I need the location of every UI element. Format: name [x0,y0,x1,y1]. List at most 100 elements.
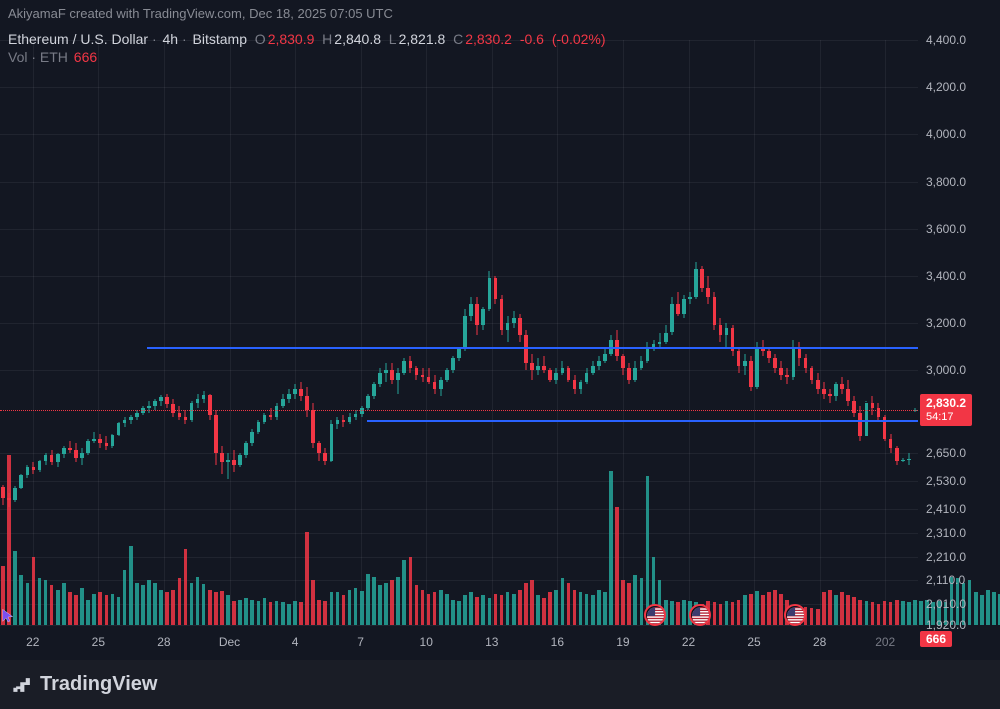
candle-body[interactable] [68,448,72,450]
candle-body[interactable] [871,403,875,408]
volume-bar[interactable] [579,592,583,625]
candle-body[interactable] [500,299,504,330]
volume-bar[interactable] [80,588,84,625]
price-tick-2310[interactable]: 2,310.0 [926,526,966,540]
volume-bar[interactable] [281,602,285,625]
candle-body[interactable] [573,380,577,389]
price-tick-3000[interactable]: 3,000.0 [926,363,966,377]
volume-bar[interactable] [883,601,887,625]
volume-bar[interactable] [773,590,777,625]
candle-body[interactable] [688,297,692,299]
economic-event-flag-icon[interactable] [689,604,711,626]
volume-bar[interactable] [469,592,473,625]
candle-body[interactable] [196,399,200,404]
volume-bar[interactable] [858,600,862,626]
volume-bar[interactable] [220,591,224,625]
volume-bar[interactable] [372,577,376,625]
candle-body[interactable] [451,358,455,370]
volume-bar[interactable] [895,600,899,626]
candle-body[interactable] [287,394,291,399]
volume-bar[interactable] [196,577,200,625]
volume-bar[interactable] [384,583,388,626]
candle-body[interactable] [840,384,844,389]
volume-bar[interactable] [409,557,413,625]
candle-body[interactable] [810,368,814,380]
volume-bar[interactable] [38,578,42,625]
candle-wick[interactable] [227,453,228,479]
candle-body[interactable] [366,396,370,408]
candle-body[interactable] [640,361,644,368]
candle-body[interactable] [469,304,473,316]
candle-body[interactable] [105,443,109,445]
candle-body[interactable] [80,453,84,458]
volume-bar[interactable] [567,583,571,626]
candle-body[interactable] [530,363,534,370]
candle-body[interactable] [336,420,340,425]
candle-body[interactable] [98,439,102,444]
volume-bar[interactable] [7,455,11,625]
current-volume-badge[interactable]: 666 [920,631,952,647]
volume-bar[interactable] [439,590,443,625]
volume-bar[interactable] [840,592,844,625]
volume-bar[interactable] [713,602,717,625]
x-axis-tick-8[interactable]: 16 [551,635,564,649]
volume-bar[interactable] [257,601,261,625]
candle-body[interactable] [433,382,437,389]
candle-body[interactable] [804,358,808,367]
volume-bar[interactable] [591,595,595,625]
volume-bar[interactable] [74,595,78,625]
volume-bar[interactable] [518,590,522,625]
x-axis-tick-0[interactable]: 22 [26,635,39,649]
candle-body[interactable] [311,410,315,443]
price-axis[interactable]: 4,400.0 4,200.0 4,000.0 3,800.0 3,600.0 3,400… [918,40,1000,625]
candle-body[interactable] [621,356,625,368]
volume-bar[interactable] [269,602,273,625]
volume-bar[interactable] [846,595,850,625]
candle-body[interactable] [250,432,254,444]
volume-bar[interactable] [615,507,619,625]
candle-body[interactable] [232,460,236,465]
volume-bar[interactable] [105,595,109,625]
volume-bar[interactable] [56,590,60,625]
candle-body[interactable] [305,396,309,410]
candle-body[interactable] [658,342,662,344]
x-axis-tick-13[interactable]: 202 [875,635,895,649]
candle-body[interactable] [670,304,674,332]
volume-bar[interactable] [548,592,552,625]
volume-bar[interactable] [159,590,163,625]
volume-bar[interactable] [725,601,729,625]
candle-body[interactable] [548,370,552,379]
volume-bar[interactable] [421,590,425,625]
candle-body[interactable] [159,397,163,401]
volume-bar[interactable] [561,578,565,625]
volume-bar[interactable] [767,592,771,625]
volume-bar[interactable] [360,591,364,625]
x-axis-tick-11[interactable]: 25 [747,635,760,649]
candle-body[interactable] [761,349,765,351]
candle-body[interactable] [755,349,759,387]
volume-bar[interactable] [287,604,291,625]
price-tick-4200[interactable]: 4,200.0 [926,80,966,94]
volume-bar[interactable] [330,592,334,625]
candle-body[interactable] [646,347,650,361]
volume-bar[interactable] [719,604,723,625]
candle-body[interactable] [737,351,741,365]
candle-body[interactable] [846,389,850,401]
volume-bar[interactable] [238,600,242,626]
volume-bar[interactable] [336,592,340,625]
candle-body[interactable] [463,316,467,349]
volume-bar[interactable] [123,570,127,625]
candle-body[interactable] [506,323,510,330]
volume-bar[interactable] [889,602,893,625]
volume-bar[interactable] [171,590,175,625]
price-tick-3800[interactable]: 3,800.0 [926,175,966,189]
volume-bar[interactable] [524,583,528,626]
candle-body[interactable] [719,325,723,334]
volume-bar[interactable] [111,594,115,625]
candle-body[interactable] [767,351,771,358]
volume-bar[interactable] [542,598,546,625]
volume-bar[interactable] [19,575,23,625]
candle-body[interactable] [536,366,540,371]
volume-bar[interactable] [512,594,516,625]
volume-bar[interactable] [731,602,735,625]
